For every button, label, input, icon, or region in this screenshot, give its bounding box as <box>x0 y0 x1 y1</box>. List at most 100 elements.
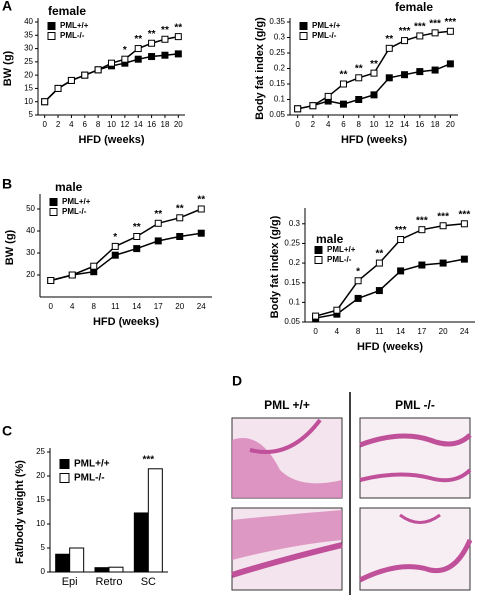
marker <box>134 55 142 63</box>
marker <box>375 287 383 295</box>
legend-label: PML-/- <box>327 255 352 264</box>
significance-label: ** <box>197 195 205 206</box>
panel-label: C <box>2 423 12 439</box>
marker <box>446 27 454 35</box>
y-tick-label: 0.2 <box>274 64 286 73</box>
x-tick-label: 11 <box>111 302 120 311</box>
panel-label: B <box>2 176 12 192</box>
significance-label: *** <box>395 225 407 236</box>
marker <box>354 294 362 302</box>
significance-label: ** <box>161 25 169 36</box>
chart-title: female <box>395 0 433 14</box>
bar <box>69 547 85 573</box>
x-tick-label: 17 <box>154 302 163 311</box>
chart-title: male <box>55 180 83 194</box>
marker <box>385 74 393 82</box>
legend-swatch <box>59 459 70 469</box>
legend-swatch <box>314 256 323 264</box>
x-tick-label: 2 <box>311 120 316 129</box>
y-tick-label: 5 <box>29 110 34 119</box>
marker <box>148 39 156 47</box>
significance-label: * <box>123 45 127 56</box>
x-tick-label: 0 <box>313 327 318 336</box>
x-tick-label: 24 <box>460 327 469 336</box>
x-axis-label: HFD (weeks) <box>93 316 159 328</box>
x-tick-label: 12 <box>120 120 129 129</box>
marker <box>431 66 439 74</box>
column-header: PML -/- <box>395 398 435 412</box>
marker <box>370 69 378 77</box>
marker <box>41 98 49 106</box>
column-header: PML +/+ <box>264 398 310 412</box>
significance-label: *** <box>429 18 441 29</box>
legend-label: PML-/- <box>312 31 337 40</box>
y-tick-label: 30 <box>26 248 35 257</box>
x-tick-label: 20 <box>446 120 455 129</box>
significance-label: ** <box>176 203 184 214</box>
y-tick-label: 20 <box>26 270 35 279</box>
marker <box>375 259 383 267</box>
marker <box>154 219 162 227</box>
marker <box>108 59 115 67</box>
x-tick-label: 17 <box>417 327 426 336</box>
marker <box>47 277 55 284</box>
y-tick-label: 10 <box>36 519 45 528</box>
marker <box>174 33 182 41</box>
legend-swatch <box>49 198 58 206</box>
y-tick-label: 40 <box>24 17 33 26</box>
y-axis-label: BW (g) <box>4 229 16 265</box>
chart-title: female <box>48 4 86 18</box>
x-tick-label: 4 <box>335 327 340 336</box>
marker <box>446 60 454 68</box>
x-tick-label: 8 <box>96 120 101 129</box>
x-tick-label: 18 <box>431 120 440 129</box>
marker <box>401 37 409 45</box>
x-tick-label: 20 <box>175 302 184 311</box>
y-tick-label: 25 <box>24 57 33 66</box>
x-tick-label: 4 <box>69 120 74 129</box>
y-tick-label: 20 <box>24 70 33 79</box>
x-tick-label: 18 <box>161 120 170 129</box>
legend-swatch <box>314 246 323 254</box>
marker <box>431 29 439 37</box>
significance-label: *** <box>142 454 154 465</box>
legend-label: PML-/- <box>60 31 85 40</box>
legend-label: PML-/- <box>62 207 87 216</box>
x-tick-label: 16 <box>415 120 424 129</box>
y-tick-label: 0.35 <box>269 17 285 26</box>
marker <box>460 255 468 263</box>
x-tick-label: 4 <box>70 302 75 311</box>
marker <box>68 271 76 279</box>
bar <box>133 512 149 573</box>
y-axis-label: Fat/body weight (%) <box>14 460 26 564</box>
marker <box>111 242 119 250</box>
marker <box>81 71 89 79</box>
y-tick-label: 0.2 <box>289 258 301 267</box>
x-tick-label: 10 <box>370 120 379 129</box>
significance-label: ** <box>355 63 363 74</box>
x-tick-label: 14 <box>396 327 405 336</box>
significance-label: *** <box>437 211 449 222</box>
x-tick-label: 6 <box>83 120 88 129</box>
marker <box>133 233 141 240</box>
y-tick-label: 0.15 <box>284 278 300 287</box>
marker <box>324 92 332 100</box>
bar <box>147 468 163 573</box>
significance-label: ** <box>370 59 378 70</box>
bar <box>108 566 124 573</box>
x-tick-label: 14 <box>132 302 141 311</box>
significance-label: ** <box>133 222 141 233</box>
y-tick-label: 20 <box>36 471 45 480</box>
x-tick-label: 16 <box>147 120 156 129</box>
significance-label: *** <box>459 209 471 220</box>
histology-image <box>358 507 473 591</box>
x-tick-label: 14 <box>134 120 143 129</box>
x-tick-label: 8 <box>357 120 362 129</box>
marker <box>90 262 98 270</box>
significance-label: ** <box>134 34 142 45</box>
legend-swatch <box>47 22 56 30</box>
marker <box>121 55 129 63</box>
marker <box>355 96 363 103</box>
marker <box>197 229 205 237</box>
